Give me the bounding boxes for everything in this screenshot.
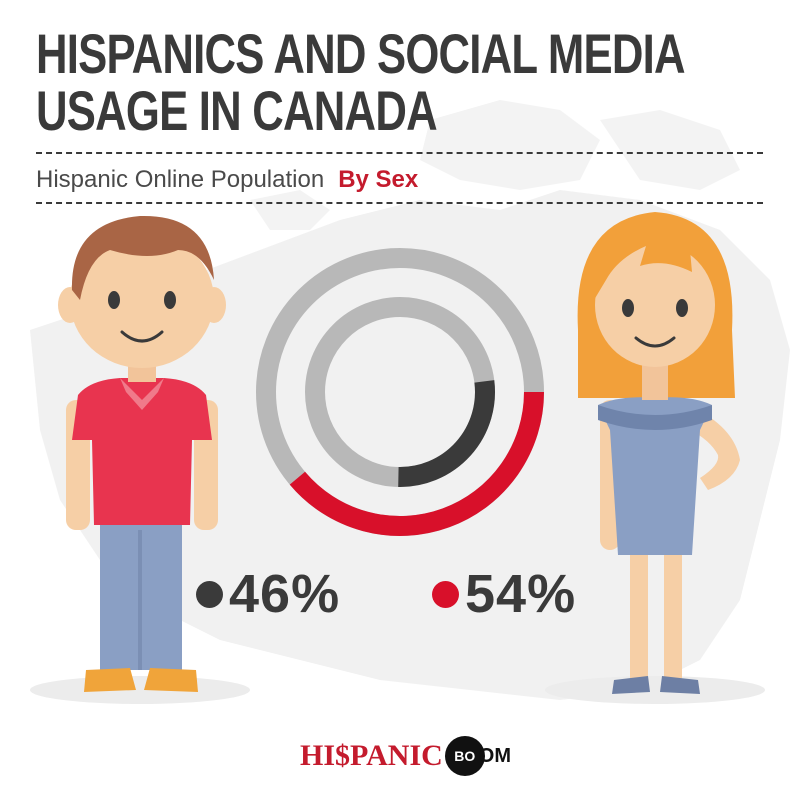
legend-male: 46%: [196, 562, 340, 626]
male-slice: [398, 380, 495, 487]
subtitle: Hispanic Online Population By Sex: [36, 164, 418, 196]
brand-main: HI$PANIC: [300, 739, 443, 772]
brand-tail: OM: [478, 744, 511, 767]
brand-circle: BO: [444, 736, 485, 776]
title-line-1: HISPANICS AND SOCIAL MEDIA: [36, 22, 686, 85]
female-percent-label: 54%: [465, 564, 577, 624]
legend-female: 54%: [432, 562, 576, 626]
subtitle-highlight: By Sex: [338, 166, 419, 193]
page-title: HISPANICS AND SOCIAL MEDIA USAGE IN CANA…: [36, 22, 686, 142]
top-divider: [36, 152, 763, 154]
male-percent-label: 46%: [229, 564, 341, 624]
brand-logo: HI$PANIC BO OM: [300, 735, 511, 777]
male-legend-dot: [196, 580, 223, 608]
subtitle-text: Hispanic Online Population: [36, 166, 325, 193]
bottom-divider: [36, 202, 763, 204]
female-legend-dot: [432, 580, 459, 608]
title-line-2: USAGE IN CANADA: [36, 79, 438, 142]
female-slice: [289, 391, 544, 536]
